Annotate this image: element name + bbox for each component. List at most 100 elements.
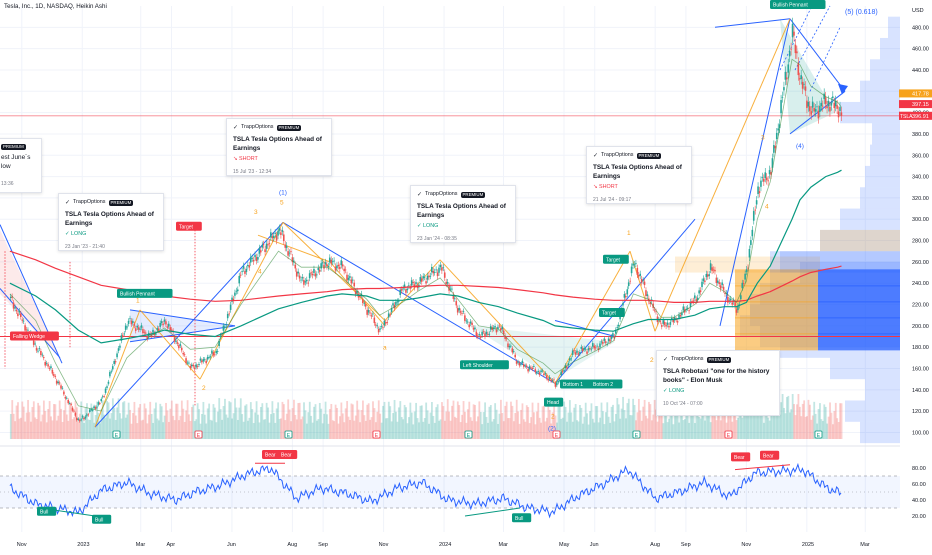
volume-bar <box>429 412 432 439</box>
volume-bar <box>561 417 564 439</box>
candle-body <box>65 397 68 399</box>
volume-bar <box>264 419 267 439</box>
volume-bar <box>234 398 236 439</box>
candle-body <box>44 361 47 366</box>
idea-card-jan24[interactable]: ✓ TrappOptions PREMIUM TSLA Tesla Options … <box>410 185 516 243</box>
pattern-trendline <box>282 221 556 384</box>
volume-profile-poc <box>818 301 900 319</box>
candle-body <box>369 312 371 314</box>
time-tick-label: Jun <box>590 542 599 548</box>
volume-bar <box>699 418 702 439</box>
candle-body <box>436 272 439 277</box>
earnings-marker-icon <box>194 430 203 439</box>
volume-bar <box>146 423 149 439</box>
volume-bar <box>673 413 676 439</box>
volume-bar <box>653 399 656 439</box>
candle-body <box>155 333 157 335</box>
candle-body <box>392 303 394 306</box>
candle-body <box>326 264 328 267</box>
volume-bar <box>431 402 433 439</box>
volume-bar <box>829 402 831 439</box>
idea-card-oct24[interactable]: ✓ TrappOptions PREMIUM TSLA Robotaxi "one … <box>656 350 780 416</box>
volume-bar <box>232 413 235 439</box>
volume-bar <box>475 421 478 439</box>
candle-body <box>152 329 154 333</box>
volume-bar <box>456 401 459 439</box>
candle-body <box>195 364 197 368</box>
candle-body <box>764 172 767 179</box>
volume-bar <box>366 404 369 439</box>
candle-body <box>354 291 357 295</box>
volume-bar <box>143 403 146 439</box>
candle-body <box>573 350 575 352</box>
candle-body <box>77 418 80 420</box>
earnings-marker-icon <box>464 430 473 439</box>
candle-body <box>567 363 570 366</box>
candle-body <box>610 336 613 339</box>
candle-body <box>712 269 715 271</box>
pattern-trendline <box>94 222 284 428</box>
volume-bar <box>637 398 640 439</box>
volume-bar <box>228 401 231 439</box>
volume-bar <box>648 401 650 439</box>
volume-bar <box>258 422 261 439</box>
volume-bar <box>327 423 330 439</box>
candle-body <box>150 334 153 336</box>
volume-bar <box>537 402 540 439</box>
head-label: Head <box>547 400 559 406</box>
trapp-logo-icon: ✓ <box>593 153 599 159</box>
volume-bar <box>182 408 185 439</box>
volume-bar <box>270 414 272 439</box>
volume-bar <box>750 394 752 439</box>
volume-bar <box>195 419 198 439</box>
volume-bar <box>201 413 203 439</box>
rsi-divergence-label: Bull <box>95 517 103 523</box>
volume-bar <box>169 408 172 439</box>
volume-profile-bar <box>860 80 900 102</box>
candle-body <box>666 322 669 325</box>
volume-bar <box>396 421 399 439</box>
candle-body <box>196 366 199 367</box>
volume-bar <box>784 413 787 439</box>
volume-bar <box>330 403 333 439</box>
candle-body <box>320 263 322 269</box>
candle-body <box>280 232 282 236</box>
premium-badge: PREMIUM <box>636 153 662 160</box>
idea-card-partial[interactable]: PREMIUM est June´s low 13:36 <box>0 138 42 193</box>
time-tick-label: 2024 <box>439 542 451 548</box>
volume-bar <box>208 403 211 439</box>
volume-bar <box>543 405 545 439</box>
idea-card-jul24[interactable]: ✓ TrappOptions PREMIUM TSLA Tesla Options … <box>586 146 692 204</box>
falling-wedge-label: Falling Wedge <box>13 334 45 340</box>
idea-card-jan23[interactable]: ✓ TrappOptions PREMIUM TSLA Tesla Options … <box>58 193 164 251</box>
volume-bar <box>300 419 303 439</box>
candle-body <box>469 321 472 324</box>
volume-bar <box>380 422 383 439</box>
candle-body <box>481 331 483 336</box>
volume-bar <box>34 417 37 439</box>
bullish-pennant-label: Bullish Pennant <box>120 291 155 297</box>
candle-body <box>96 406 98 408</box>
volume-bar <box>81 414 84 439</box>
volume-bar <box>433 422 436 439</box>
candle-body <box>714 269 716 272</box>
candle-body <box>203 359 206 361</box>
volume-bar <box>742 407 745 439</box>
candle-body <box>213 354 216 356</box>
candle-body <box>639 273 642 276</box>
candle-body <box>111 366 114 370</box>
volume-bar <box>778 414 781 439</box>
idea-card-jul23[interactable]: ✓ TrappOptions PREMIUM TSLA Tesla Options … <box>226 118 332 176</box>
candle-body <box>192 364 195 367</box>
volume-bar <box>244 405 246 439</box>
volume-profile-value-area <box>735 301 818 319</box>
volume-bar <box>589 411 591 439</box>
volume-bar <box>830 412 833 439</box>
volume-bar <box>622 396 624 439</box>
candle-body <box>456 308 459 313</box>
earnings-marker-icon <box>552 430 561 439</box>
volume-bar <box>563 401 566 439</box>
candle-body <box>83 417 85 420</box>
candle-body <box>298 275 301 279</box>
